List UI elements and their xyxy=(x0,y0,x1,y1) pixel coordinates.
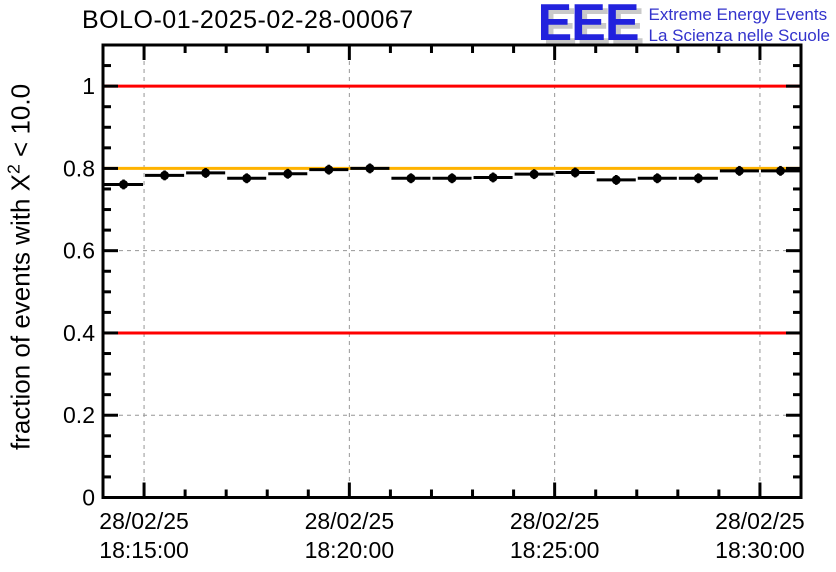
data-point-marker xyxy=(693,173,703,183)
y-tick-label: 0.6 xyxy=(63,238,95,264)
eee-logo-tagline-line1: Extreme Energy Events xyxy=(648,5,828,24)
data-point-marker xyxy=(365,163,375,173)
plot-title: BOLO-01-2025-02-28-00067 xyxy=(82,6,414,34)
data-point-marker xyxy=(734,166,744,176)
eee-logo-tagline: Extreme Energy Events La Scienza nelle S… xyxy=(649,4,830,46)
y-tick-label: 0.8 xyxy=(63,155,95,181)
data-point-marker xyxy=(488,172,498,182)
x-tick-label-time: 18:20:00 xyxy=(305,537,395,563)
eee-logo-acronym: EEE xyxy=(537,0,639,52)
x-tick-label-date: 28/02/25 xyxy=(715,508,805,534)
x-tick-label-time: 18:30:00 xyxy=(715,537,805,563)
data-point-marker xyxy=(160,170,170,180)
x-tick-label-date: 28/02/25 xyxy=(510,508,600,534)
chart-frame xyxy=(101,43,803,499)
eee-logo: EEE Extreme Energy Events La Scienza nel… xyxy=(537,0,830,52)
data-point-marker xyxy=(283,169,293,179)
y-tick-label: 0.4 xyxy=(63,320,95,346)
data-point-marker xyxy=(201,168,211,178)
data-point-marker xyxy=(775,166,785,176)
data-point-marker xyxy=(570,168,580,178)
y-tick-label: 0.2 xyxy=(63,402,95,428)
x-tick-label-date: 28/02/25 xyxy=(99,508,189,534)
eee-logo-tagline-line2: La Scienza nelle Scuole xyxy=(648,26,830,45)
data-point-marker xyxy=(119,179,129,189)
data-point-marker xyxy=(406,173,416,183)
x-tick-label-time: 18:25:00 xyxy=(510,537,600,563)
data-point-marker xyxy=(447,173,457,183)
data-point-marker xyxy=(611,175,621,185)
data-point-marker xyxy=(652,173,662,183)
data-point-marker xyxy=(242,173,252,183)
x-tick-label-time: 18:15:00 xyxy=(99,537,189,563)
y-tick-label: 0 xyxy=(82,485,95,511)
data-point-marker xyxy=(324,165,334,175)
data-point-marker xyxy=(529,169,539,179)
x-tick-label-date: 28/02/25 xyxy=(305,508,395,534)
y-tick-label: 1 xyxy=(82,73,95,99)
